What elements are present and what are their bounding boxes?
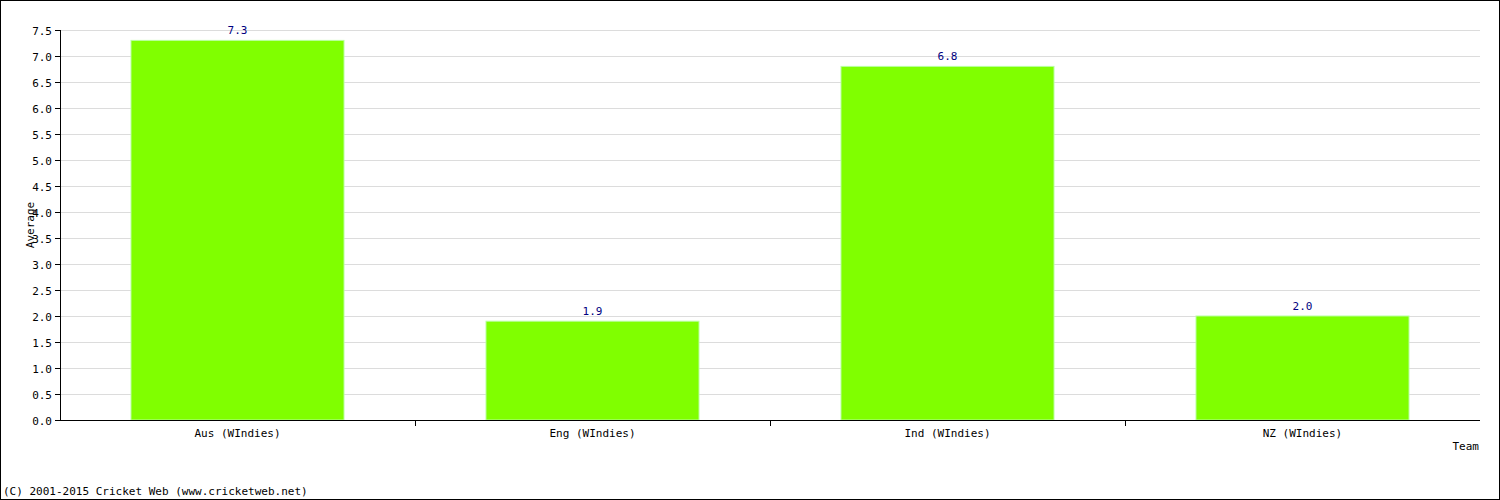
footer: (C) 2001-2015 Cricket Web (www.cricketwe… <box>3 485 308 498</box>
y-tick <box>55 316 60 317</box>
y-tick-label: 2.5 <box>32 285 52 298</box>
x-tick-label: Ind (WIndies) <box>904 427 990 440</box>
y-tick-label: 5.5 <box>32 129 52 142</box>
y-tick <box>55 186 60 187</box>
y-tick-label: 7.5 <box>32 25 52 38</box>
y-tick <box>55 394 60 395</box>
y-tick-label: 3.0 <box>32 259 52 272</box>
y-axis <box>60 30 61 420</box>
y-tick-label: 0.0 <box>32 415 52 428</box>
y-tick <box>55 56 60 57</box>
bar <box>486 321 699 420</box>
y-tick <box>55 420 60 421</box>
x-separator <box>415 420 416 426</box>
x-tick-label: Eng (WIndies) <box>549 427 635 440</box>
bar <box>131 40 344 420</box>
y-tick-label: 6.0 <box>32 103 52 116</box>
x-separator <box>770 420 771 426</box>
y-tick-label: 1.5 <box>32 337 52 350</box>
y-tick <box>55 238 60 239</box>
y-tick <box>55 342 60 343</box>
x-tick-label: NZ (WIndies) <box>1263 427 1342 440</box>
y-tick <box>55 212 60 213</box>
y-tick <box>55 368 60 369</box>
data-label: 1.9 <box>583 305 603 318</box>
x-axis-title: Team <box>1453 440 1480 453</box>
data-label: 2.0 <box>1293 300 1313 313</box>
y-tick-label: 1.0 <box>32 363 52 376</box>
grid-line <box>60 30 1480 31</box>
y-tick-label: 4.5 <box>32 181 52 194</box>
x-tick-label: Aus (WIndies) <box>194 427 280 440</box>
bar <box>1196 316 1409 420</box>
y-tick <box>55 290 60 291</box>
y-tick-label: 0.5 <box>32 389 52 402</box>
y-axis-title: Average <box>24 202 37 248</box>
y-tick <box>55 108 60 109</box>
y-tick-label: 7.0 <box>32 51 52 64</box>
bar <box>841 66 1054 420</box>
x-separator <box>1125 420 1126 426</box>
border <box>1 1 1500 500</box>
data-label: 6.8 <box>938 50 958 63</box>
y-tick-label: 2.0 <box>32 311 52 324</box>
y-tick <box>55 160 60 161</box>
y-tick <box>55 82 60 83</box>
y-tick-label: 6.5 <box>32 77 52 90</box>
y-tick <box>55 264 60 265</box>
y-tick <box>55 134 60 135</box>
y-tick <box>55 30 60 31</box>
y-tick-label: 5.0 <box>32 155 52 168</box>
data-label: 7.3 <box>228 24 248 37</box>
